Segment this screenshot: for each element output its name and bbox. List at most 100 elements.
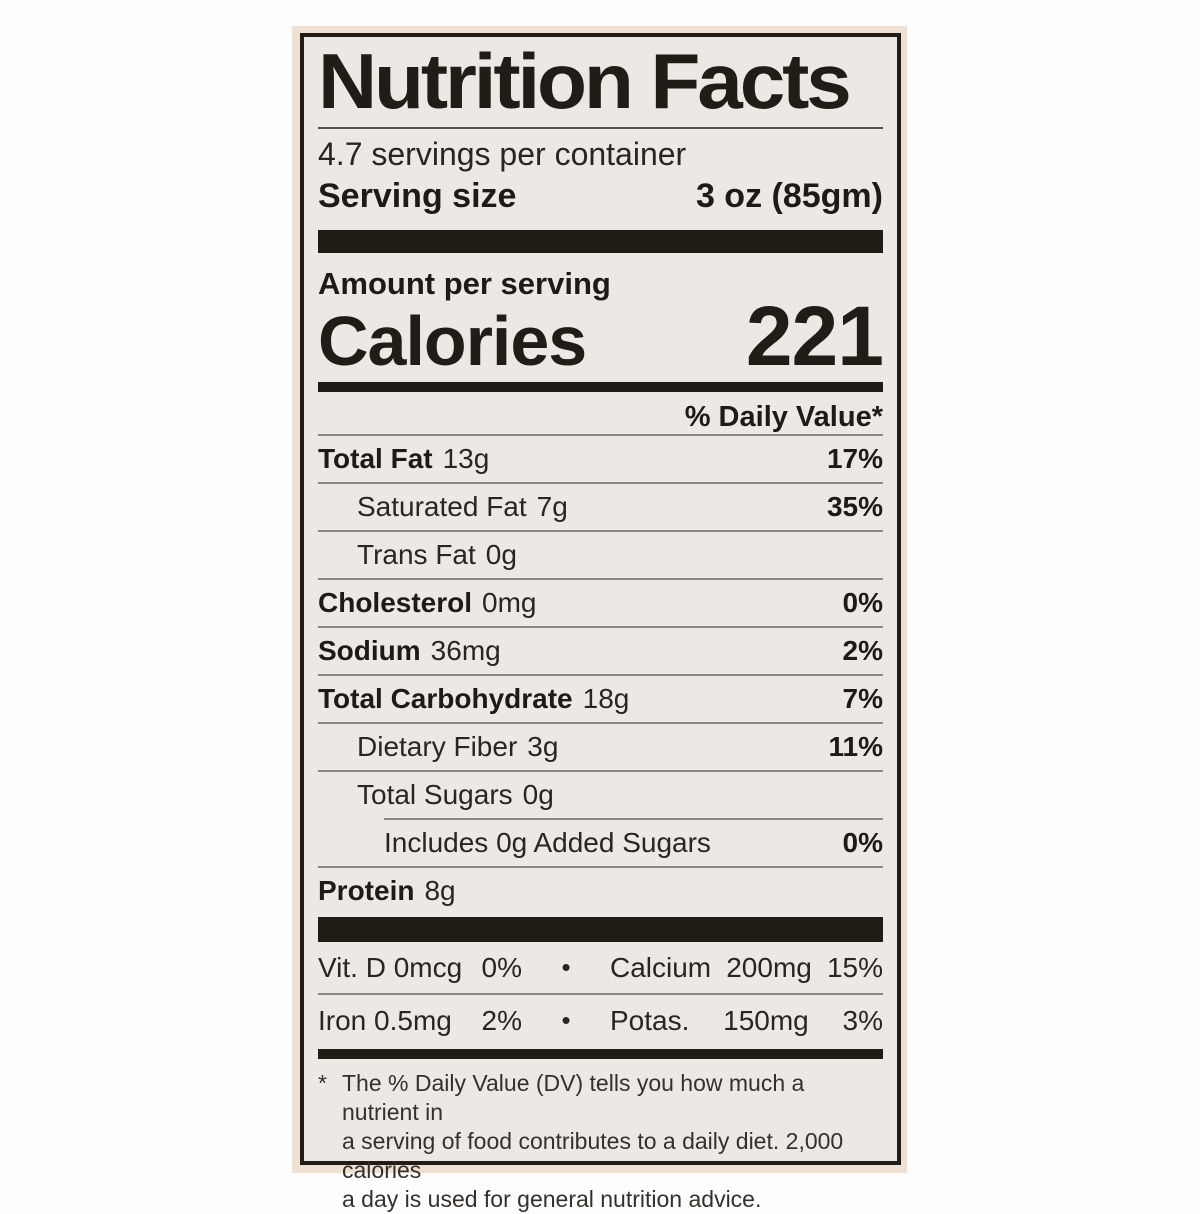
nutrient-amount: 36mg — [430, 635, 501, 666]
footnote-text: The % Daily Value (DV) tells you how muc… — [342, 1070, 805, 1125]
row-divider — [318, 722, 883, 724]
micronutrient-name: Calcium — [610, 951, 712, 983]
daily-value-footnote: * The % Daily Value (DV) tells you how mu… — [318, 1069, 883, 1214]
nutrient-amount: 0g — [485, 539, 517, 570]
nutrient-amount: 18g — [582, 683, 630, 714]
nutrient-row-trans-fat: Trans Fat 0g — [318, 532, 883, 578]
nutrient-daily-value: 11% — [828, 731, 884, 762]
nutrient-amount: 3g — [527, 731, 559, 762]
micronutrient-daily-value: 0% — [481, 951, 522, 983]
nutrient-daily-value: 7% — [842, 683, 883, 714]
nutrient-amount: 13g — [442, 443, 490, 474]
section-bar-calories — [318, 382, 883, 392]
micronutrient-left: Iron 0.5mg 2% — [318, 1005, 522, 1037]
micronutrient-daily-value: 15% — [826, 951, 883, 983]
micronutrient-row-vit-d: Vit. D 0mcg 0% • Calcium 200mg 15% — [318, 942, 883, 993]
nutrient-row-total-fat: Total Fat 13g 17% — [318, 436, 883, 482]
row-divider — [384, 818, 883, 820]
nutrient-name: Sodium — [318, 635, 421, 666]
nutrient-name-amount: Dietary Fiber 3g — [357, 731, 558, 763]
row-divider — [318, 993, 883, 995]
title-divider — [318, 127, 883, 129]
row-divider — [318, 434, 883, 436]
serving-size-label: Serving size — [318, 177, 517, 215]
nutrient-name: Dietary Fiber — [357, 731, 518, 762]
row-divider — [318, 482, 883, 484]
nutrient-row-sodium: Sodium 36mg 2% — [318, 628, 883, 674]
section-bar-protein — [318, 917, 883, 942]
micronutrient-amount: 150mg — [723, 1004, 809, 1036]
label-frame: Nutrition Facts 4.7 servings per contain… — [300, 33, 901, 1212]
micronutrient-daily-value: 2% — [481, 1004, 522, 1036]
nutrient-name: Cholesterol — [318, 587, 473, 618]
servings-per-container: 4.7 servings per container — [318, 136, 687, 172]
nutrient-name-amount: Saturated Fat 7g — [357, 491, 568, 523]
calories-row: Calories 221 — [318, 289, 884, 383]
micronutrient-name-amount: Iron 0.5mg — [318, 1004, 452, 1036]
micronutrient-right: Calcium 200mg 15% — [610, 952, 883, 984]
nutrient-row-cholesterol: Cholesterol 0mg 0% — [318, 580, 883, 626]
daily-value-header: % Daily Value* — [684, 401, 883, 433]
nutrient-name: Saturated Fat — [357, 491, 527, 522]
nutrient-table: Total Fat 13g 17% Saturated Fat 7g 35% Trans F… — [318, 436, 883, 914]
serving-size-value: 3 oz (85gm) — [695, 177, 883, 215]
nutrient-row-total-carbohydrate: Total Carbohydrate 18g 7% — [318, 676, 883, 722]
nutrition-label: Nutrition Facts 4.7 servings per contain… — [292, 26, 907, 1212]
nutrient-name-amount: Sodium 36mg — [318, 635, 501, 667]
nutrient-name: Total Carbohydrate — [318, 683, 573, 714]
nutrient-amount: 0g — [522, 779, 554, 810]
nutrient-name: Total Sugars — [357, 779, 513, 810]
nutrient-row-total-sugars: Total Sugars 0g — [318, 772, 883, 818]
micronutrient-amount: 200mg — [726, 951, 812, 983]
nutrient-row-dietary-fiber: Dietary Fiber 3g 11% — [318, 724, 883, 770]
calories-label: Calories — [318, 302, 587, 380]
bullet-separator: • — [561, 1005, 571, 1035]
row-divider — [318, 626, 883, 628]
micronutrient-name-amount: Vit. D 0mcg — [318, 951, 463, 983]
nutrient-name-amount: Total Carbohydrate 18g — [318, 683, 629, 715]
nutrient-daily-value: 35% — [826, 491, 883, 522]
row-divider — [318, 866, 883, 868]
nutrient-name-amount: Protein 8g — [318, 875, 456, 907]
nutrient-name-amount: Total Sugars 0g — [357, 779, 554, 811]
footnote-line: a serving of food contributes to a daily… — [342, 1128, 844, 1183]
micronutrient-row-iron: Iron 0.5mg 2% • Potas. 150mg 3% — [318, 995, 883, 1046]
section-bar-top — [318, 230, 883, 253]
nutrient-amount: 8g — [424, 875, 456, 906]
nutrient-name-amount: Trans Fat 0g — [357, 539, 517, 571]
nutrient-daily-value: 0% — [842, 587, 883, 618]
nutrient-name: Includes 0g Added Sugars — [384, 827, 711, 858]
serving-size-row: Serving size 3 oz (85gm) — [318, 174, 883, 218]
nutrient-daily-value: 2% — [842, 635, 883, 666]
nutrient-daily-value: 17% — [826, 443, 883, 474]
row-divider — [318, 674, 883, 676]
nutrient-amount: 7g — [536, 491, 568, 522]
footnote-asterisk: * — [318, 1070, 327, 1096]
nutrient-name-amount: Cholesterol 0mg — [318, 587, 537, 619]
micronutrient-right: Potas. 150mg 3% — [610, 1005, 883, 1037]
footnote-line: * The % Daily Value (DV) tells you how mu… — [318, 1069, 883, 1127]
amount-per-serving-label: Amount per serving — [318, 266, 611, 301]
nutrient-row-includes-0g-added-sugars: Includes 0g Added Sugars 0% — [318, 820, 883, 866]
label-title: Nutrition Facts — [318, 37, 852, 125]
nutrient-name: Protein — [318, 875, 415, 906]
section-bar-footnote — [318, 1049, 883, 1059]
nutrient-row-saturated-fat: Saturated Fat 7g 35% — [318, 484, 883, 530]
calories-value: 221 — [745, 289, 884, 383]
micronutrient-daily-value: 3% — [842, 1004, 883, 1036]
row-divider — [318, 578, 883, 580]
micronutrient-left: Vit. D 0mcg 0% — [318, 952, 522, 984]
bullet-separator: • — [561, 952, 571, 982]
nutrient-name-amount: Total Fat 13g — [318, 443, 489, 475]
row-divider — [318, 530, 883, 532]
nutrient-name-amount: Includes 0g Added Sugars — [384, 827, 711, 859]
nutrient-row-protein: Protein 8g — [318, 868, 883, 914]
nutrient-name: Total Fat — [318, 443, 433, 474]
micronutrient-table: Vit. D 0mcg 0% • Calcium 200mg 15% Iron 0.5mg 2… — [318, 942, 883, 1046]
nutrient-amount: 0mg — [482, 587, 537, 618]
nutrient-name: Trans Fat — [357, 539, 476, 570]
micronutrient-name: Potas. — [610, 1004, 690, 1036]
row-divider — [318, 770, 883, 772]
nutrient-daily-value: 0% — [842, 827, 883, 858]
